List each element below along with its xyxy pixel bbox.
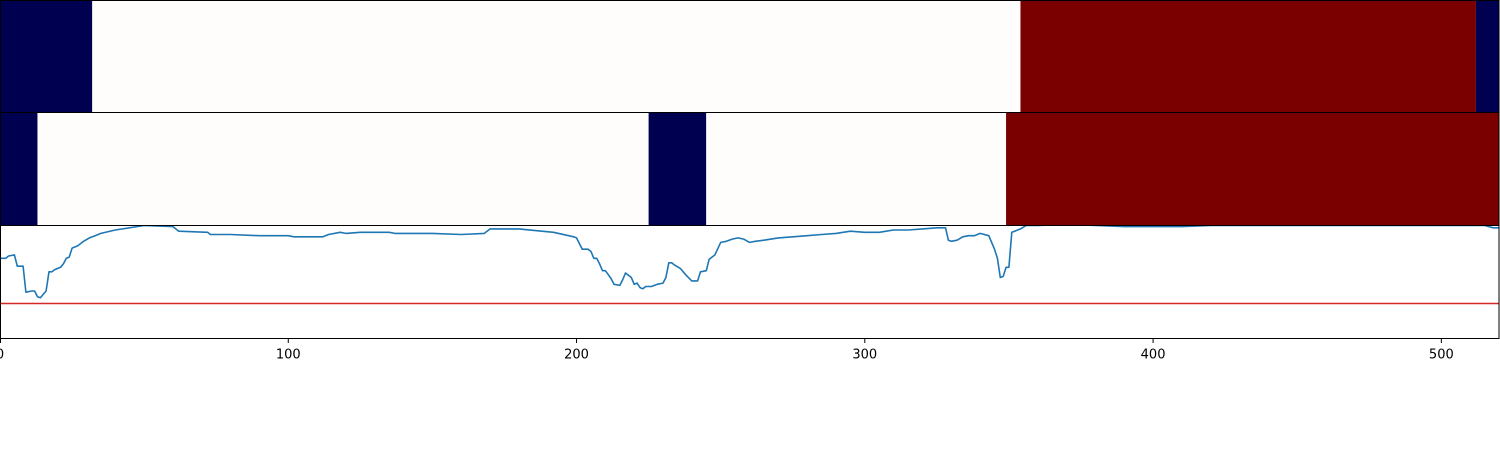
band-segment-2	[648, 112, 707, 226]
band-segment-2	[1020, 0, 1476, 113]
x-tick-label: 200	[564, 348, 589, 363]
band-segment-0	[0, 0, 93, 113]
band-segment-3	[1475, 0, 1499, 113]
signal-series-line	[0, 225, 1499, 299]
band-segment-0	[0, 112, 38, 226]
x-tick-label: 100	[276, 348, 301, 363]
x-tick-label: 300	[852, 348, 877, 363]
band-segment-4	[1006, 112, 1499, 226]
top-band-panel	[0, 0, 1500, 113]
signal-plot-area	[0, 225, 1499, 305]
band-segment-1	[92, 0, 1021, 113]
signal-frame	[0, 225, 1500, 339]
x-tick-label: 500	[1429, 348, 1454, 363]
x-tick-label: 0	[0, 348, 4, 363]
signal-panel	[0, 225, 1500, 339]
x-tick-label: 400	[1141, 348, 1166, 363]
band-segment-3	[706, 112, 1007, 226]
middle-band-panel	[0, 112, 1500, 226]
x-axis: 0 100 200 300 400 500	[0, 338, 1454, 363]
band-segment-1	[37, 112, 649, 226]
